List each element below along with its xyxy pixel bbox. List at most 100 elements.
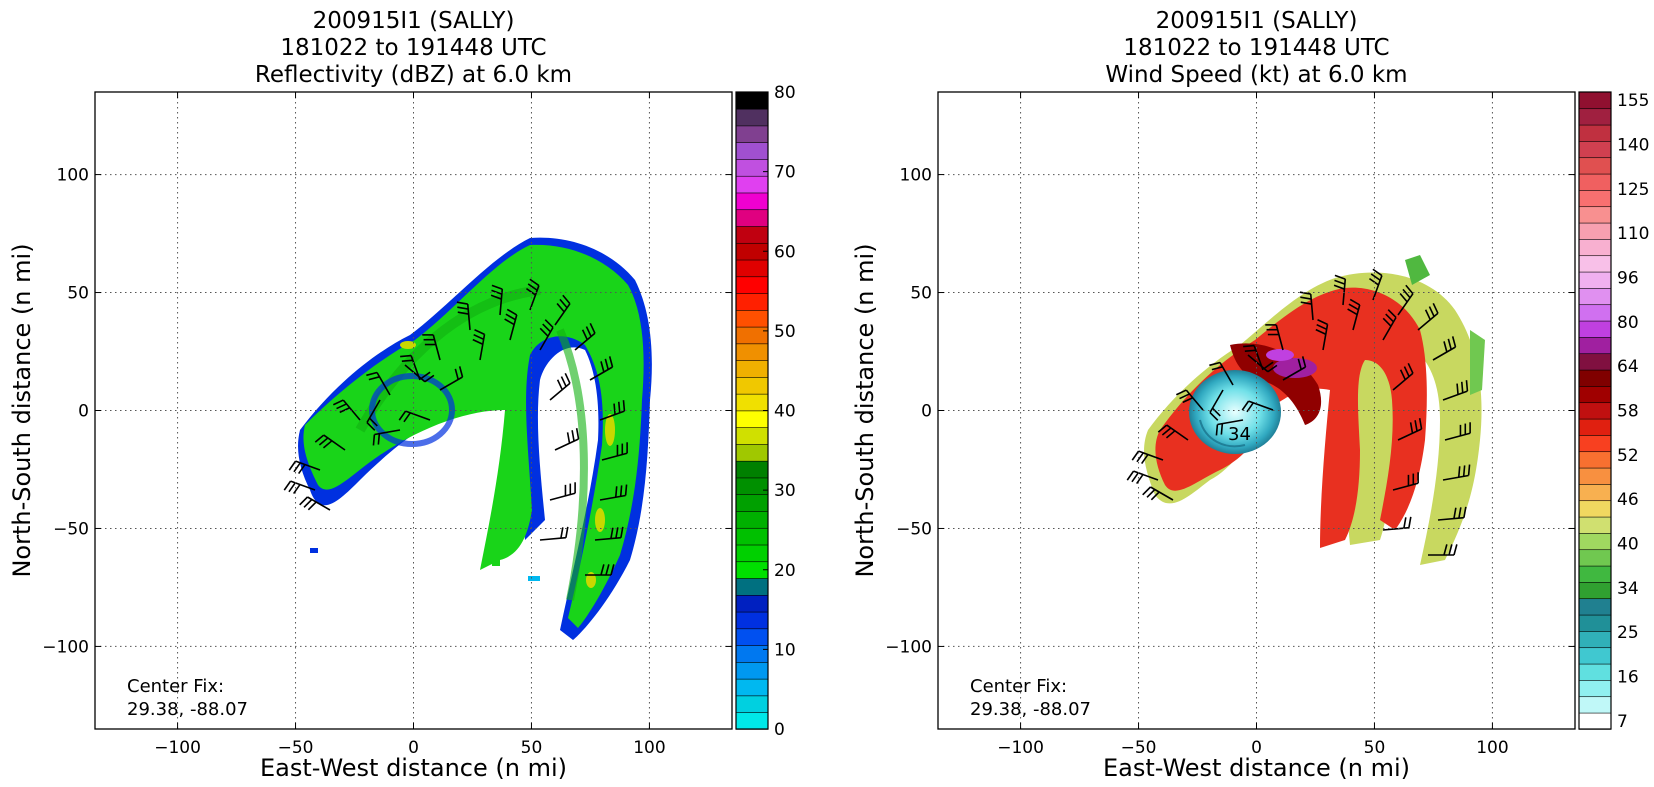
wind-barb-flag — [1243, 344, 1255, 348]
y-tick-label: −50 — [53, 519, 89, 539]
colorbar-swatch — [1578, 369, 1612, 387]
colorbar-swatch — [1578, 206, 1612, 224]
colorbar-swatch — [1578, 696, 1612, 714]
wind-green-fringe — [1405, 255, 1430, 285]
wind-barb-flag — [1215, 424, 1219, 436]
wind-barb-flag — [1387, 309, 1397, 319]
wind-barb-flag — [1334, 279, 1346, 285]
wind-barb-shaft — [549, 492, 576, 501]
wind-barb-flag — [562, 294, 571, 305]
wind-barb-flag — [1428, 306, 1435, 317]
wind-barb-flag — [1131, 472, 1139, 483]
colorbar-swatch — [1578, 598, 1612, 616]
colorbar-swatch — [735, 276, 769, 294]
wind-barb-shaft — [554, 438, 579, 451]
wind-barb-flag — [619, 485, 623, 497]
y-tick-label: 100 — [57, 166, 89, 186]
colorbar-swatch — [1578, 516, 1612, 534]
wind-barb-flag — [624, 484, 628, 496]
colorbar-swatch — [1578, 663, 1612, 681]
colorbar-tick-label: 52 — [1617, 446, 1639, 466]
echo-speck — [310, 548, 318, 553]
wind-barb-flag — [526, 288, 536, 296]
wind-barb-flag — [556, 302, 565, 313]
colorbar-tick-label: 58 — [1617, 402, 1639, 422]
wind-red-band — [1155, 287, 1427, 548]
colorbar-swatch — [735, 594, 769, 613]
colorbar-swatch — [735, 393, 769, 412]
wind-barb-flag — [589, 322, 596, 334]
colorbar-swatch — [735, 108, 769, 127]
colorbar-tick-label: 80 — [774, 83, 796, 103]
eye-ring — [369, 373, 455, 447]
wind-barb-flag — [539, 327, 549, 337]
colorbar-tick-label: 64 — [1617, 357, 1639, 377]
colorbar-tick-label: 96 — [1617, 269, 1639, 289]
wind-barb-flag — [288, 460, 297, 471]
wind-barb-flag — [1418, 418, 1423, 430]
colorbar-swatch — [735, 376, 769, 395]
wind-barb-flag — [1157, 424, 1168, 433]
wind-barb-flag — [1150, 491, 1160, 501]
axes-right: −100 −50 0 50 100 −100 −50 0 50 100 East-West dist… — [851, 91, 1649, 782]
colorbar-swatch — [735, 628, 769, 646]
colorbar-swatch — [1578, 532, 1612, 551]
wind-barb-flag — [600, 361, 605, 373]
colorbar-swatch — [1578, 238, 1612, 257]
colorbar-swatch — [1578, 287, 1612, 306]
x-axis-label: East-West distance (n mi) — [260, 754, 567, 782]
colorbar-swatch — [1578, 124, 1612, 142]
echo-speck — [528, 576, 540, 581]
yellow-cell — [400, 341, 416, 349]
colorbar-swatch — [735, 192, 769, 211]
wind-barb-flag — [1267, 364, 1278, 373]
x-tick-label: 0 — [408, 738, 419, 758]
wind-barb-flag — [420, 371, 431, 380]
wind-barb-flag — [307, 501, 317, 511]
colorbar-tick-label: 110 — [1617, 224, 1649, 244]
wind-barb-flag — [1348, 303, 1359, 311]
wind-barb-flag — [1370, 273, 1381, 281]
wind-barb-flag — [1333, 284, 1345, 290]
colorbar-swatch — [1578, 630, 1612, 649]
wind-barb-flag — [544, 319, 554, 329]
wind-barb-flag — [1161, 427, 1172, 436]
wind-barb-flag — [1409, 422, 1414, 434]
title-field: Reflectivity (dBZ) at 6.0 km — [254, 62, 573, 88]
wind-barb-flag — [490, 294, 502, 300]
wind-barb-flag — [505, 313, 516, 321]
colorbar-swatch — [1578, 91, 1612, 110]
x-tick-label: 100 — [633, 738, 665, 758]
wind-barb-flag — [1399, 369, 1406, 381]
wind-barb-flag — [458, 366, 464, 378]
colorbar-swatch — [1578, 614, 1612, 632]
wind-barb-flag — [1385, 313, 1395, 323]
colorbar-swatch — [1578, 140, 1612, 159]
colorbar-frame — [1578, 91, 1612, 730]
wind-barb-flag — [491, 289, 503, 295]
wind-barb-flag — [1131, 450, 1140, 461]
colorbar-swatch — [1578, 402, 1612, 420]
colorbar-tick-label: 155 — [1617, 91, 1649, 111]
y-tick-label: 0 — [78, 402, 89, 422]
colorbar-swatch — [735, 460, 769, 479]
wind-barbs — [283, 278, 628, 576]
colorbar-tick-label: 40 — [1617, 535, 1639, 555]
wind-barb-flag — [1448, 544, 1453, 556]
x-tick-label: 50 — [1364, 738, 1386, 758]
wind-barb-flag — [1334, 274, 1346, 280]
wind-barb-flag — [1462, 465, 1466, 477]
contour-label: 34 — [1228, 424, 1251, 445]
wind-barb-flag — [1220, 423, 1224, 435]
wind-barb-flag — [1263, 361, 1274, 370]
wind-barb-flag — [1211, 407, 1221, 417]
colorbar-swatch — [1578, 549, 1612, 567]
wind-barb-flag — [1451, 336, 1457, 348]
wind-barb-flag — [457, 311, 469, 315]
colorbar-swatch — [735, 359, 769, 378]
wind-barb-flag — [336, 403, 347, 410]
wind-barb-flag — [622, 400, 626, 412]
wind-barb-flag — [1347, 308, 1358, 316]
colorbar-tick-label: 60 — [774, 242, 796, 262]
